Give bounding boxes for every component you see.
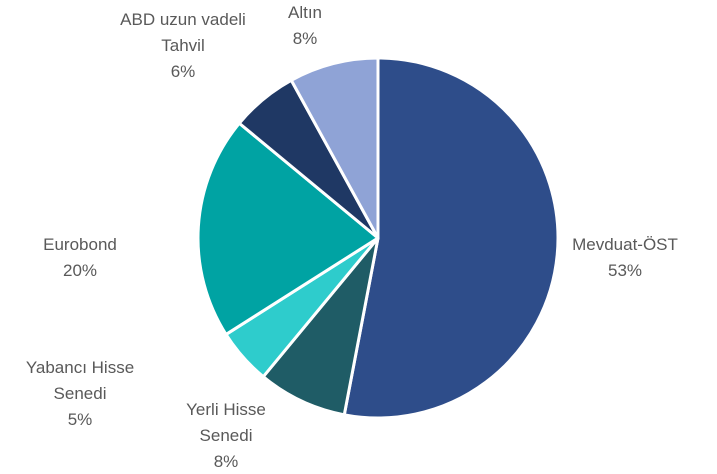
- value-label: 20%: [62, 261, 98, 280]
- slice-label: ABD uzun vadeli Tahvil 6%: [118, 7, 248, 85]
- pie-slice: [289, 56, 380, 240]
- category-label: Yabancı Hisse Senedi: [25, 358, 135, 403]
- category-label: Mevduat-ÖST: [572, 235, 678, 254]
- pie-slice: [342, 56, 560, 420]
- value-label: 8%: [292, 29, 318, 48]
- slice-label: Eurobond 20%: [25, 232, 135, 284]
- value-label: 5%: [67, 410, 93, 429]
- slice-label: Mevduat-ÖST 53%: [565, 232, 685, 284]
- pie-slice: [196, 121, 380, 336]
- value-label: 53%: [607, 261, 643, 280]
- value-label: 8%: [213, 452, 239, 471]
- category-label: Altın: [287, 3, 323, 22]
- slice-label: Yabancı Hisse Senedi 5%: [5, 355, 155, 433]
- category-label: ABD uzun vadeli Tahvil: [120, 10, 246, 55]
- category-label: Eurobond: [43, 235, 117, 254]
- category-label: Yerli Hisse Senedi: [186, 400, 266, 445]
- pie-slice: [261, 236, 380, 417]
- slice-label: Yerli Hisse Senedi 8%: [176, 397, 276, 474]
- value-label: 6%: [170, 62, 196, 81]
- slice-label: Altın 8%: [265, 0, 345, 52]
